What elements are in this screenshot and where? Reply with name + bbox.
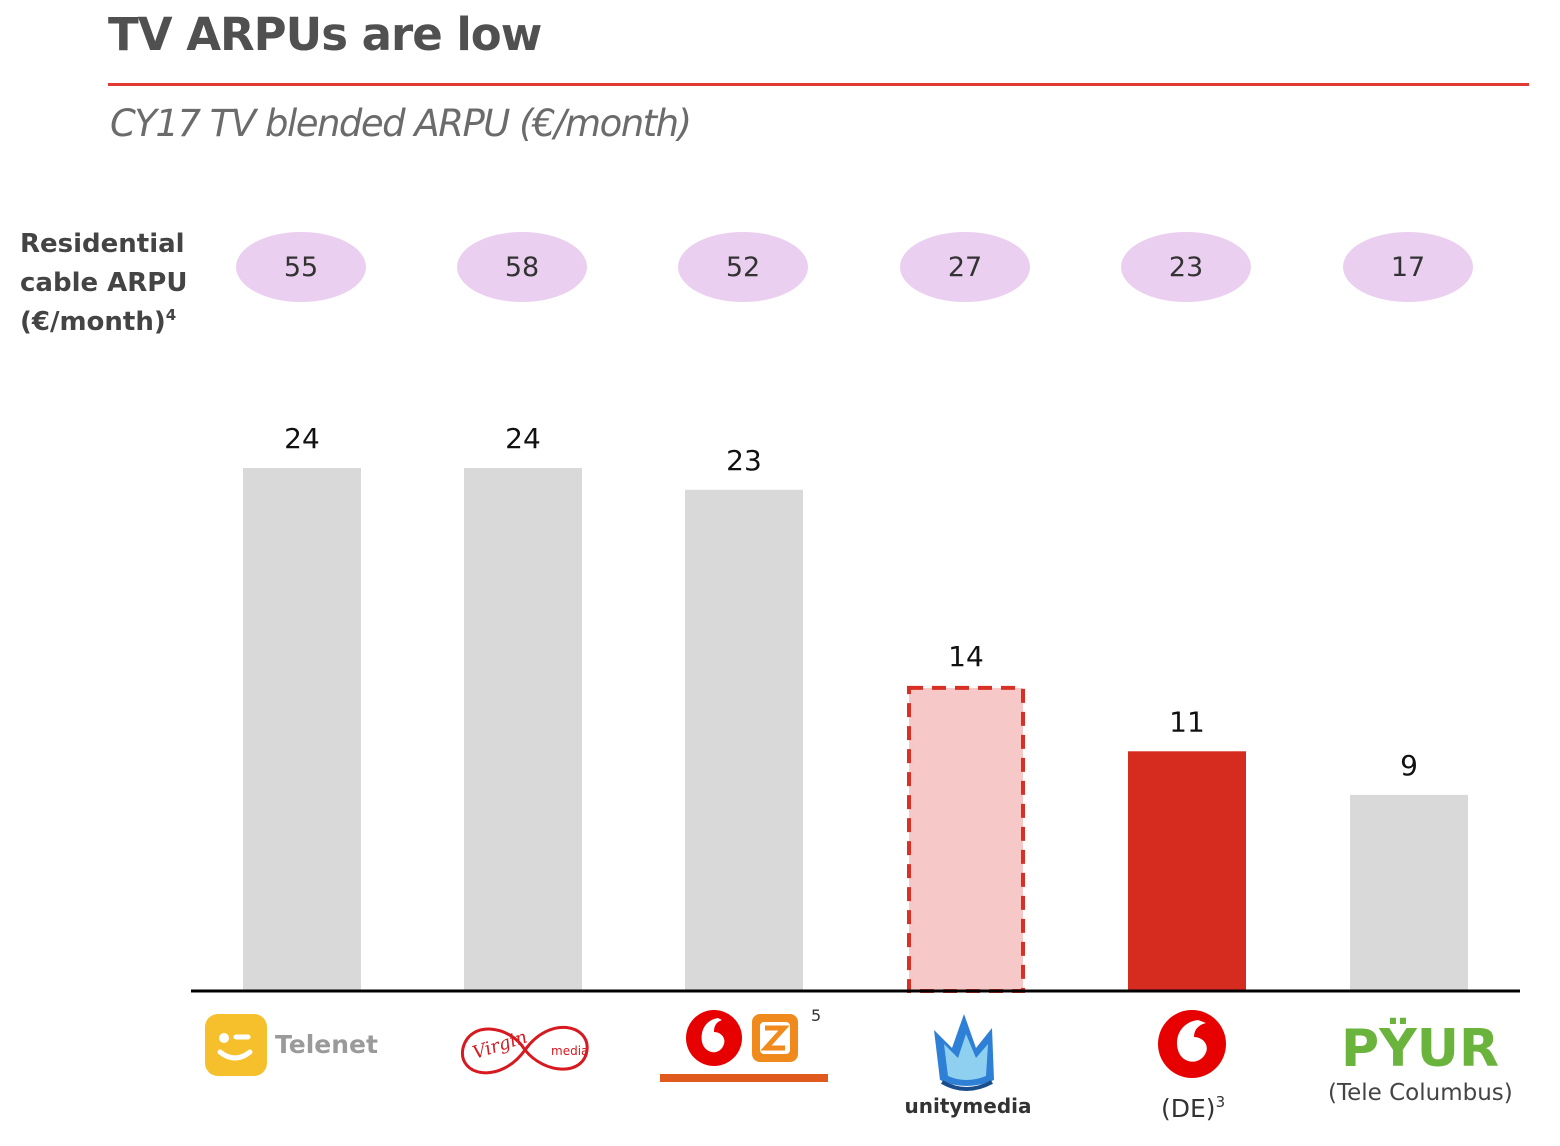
tele-columbus-caption: (Tele Columbus)	[1328, 1080, 1513, 1106]
residential-label-line3: (€/month)	[20, 307, 166, 337]
residential-arpu-pill: 23	[1121, 232, 1251, 302]
page-title: TV ARPUs are low	[108, 8, 542, 61]
bar-telenet	[243, 468, 361, 991]
unitymedia-logo-icon: unitymedia	[904, 1014, 1032, 1118]
residential-label-line2: cable ARPU	[20, 268, 188, 298]
bar-unitymedia	[907, 685, 1025, 994]
bar-value-label: 11	[1169, 705, 1205, 738]
vodafone-logo-icon	[1158, 1010, 1226, 1078]
residential-label-line1: Residential	[20, 229, 185, 259]
media-logo-text: media	[551, 1044, 588, 1058]
bar-pyur-tele-columbus	[1350, 794, 1468, 991]
bar-vodafone-ziggo	[685, 489, 803, 991]
vodafone-de-caption: (DE)3	[1161, 1094, 1225, 1123]
title-divider	[108, 83, 1529, 86]
telenet-logo-icon: Telenet	[205, 1014, 378, 1076]
bar-vodafone-de	[1128, 751, 1246, 991]
bar-value-label: 24	[505, 422, 541, 455]
residential-arpu-pill: 17	[1343, 232, 1473, 302]
vodafone-de-footnote: 3	[1215, 1093, 1226, 1111]
virgin-media-logo-icon: Virgin media	[461, 1025, 589, 1075]
bar-virgin-media	[464, 468, 582, 991]
residential-arpu-pill: 27	[900, 232, 1030, 302]
chart-subtitle: CY17 TV blended ARPU (€/month)	[110, 102, 692, 145]
residential-arpu-label: Residential cable ARPU (€/month)4	[20, 225, 187, 342]
bar-value-label: 24	[284, 422, 320, 455]
residential-arpu-pill: 52	[678, 232, 808, 302]
bar-value-label: 14	[948, 640, 984, 673]
pyur-logo-icon: PŸUR	[1342, 1018, 1499, 1078]
pyur-logo-text: PŸUR	[1342, 1018, 1499, 1078]
vodafone-de-text: (DE)	[1161, 1094, 1216, 1123]
residential-arpu-pill: 58	[457, 232, 587, 302]
residential-label-footnote: 4	[165, 306, 177, 324]
bar-value-label: 23	[726, 444, 762, 477]
residential-arpu-pill: 55	[236, 232, 366, 302]
vodafone-ziggo-logo-icon	[660, 1010, 828, 1082]
ziggo-footnote: 5	[811, 1006, 822, 1025]
telenet-logo-text: Telenet	[275, 1030, 378, 1059]
unitymedia-logo-text: unitymedia	[904, 1094, 1031, 1118]
bar-value-label: 9	[1400, 749, 1418, 782]
